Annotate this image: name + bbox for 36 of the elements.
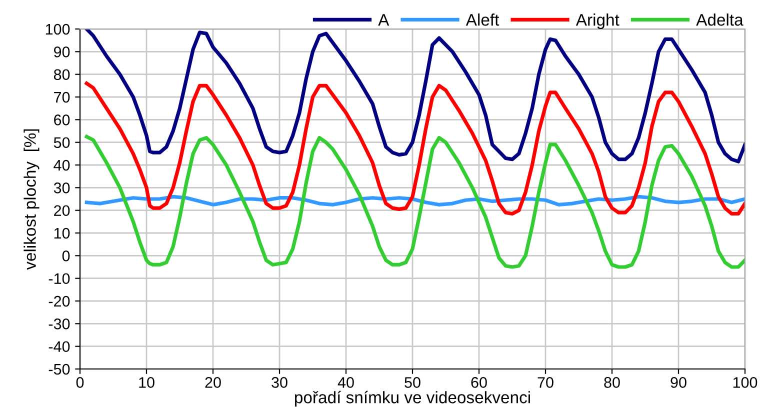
y-tick-label: 50 bbox=[54, 137, 70, 148]
x-tick-label: 100 bbox=[733, 377, 758, 388]
x-tick-label: 90 bbox=[670, 377, 686, 388]
y-tick-label: -40 bbox=[48, 341, 70, 352]
x-tick-label: 40 bbox=[338, 377, 354, 388]
x-axis-title: pořadí snímku ve videosekvenci bbox=[295, 390, 530, 407]
y-tick-label: 40 bbox=[54, 160, 70, 171]
x-tick-label: 60 bbox=[471, 377, 487, 388]
line-series bbox=[84, 29, 745, 164]
y-tick-label: 60 bbox=[54, 114, 70, 126]
y-tick-label: 90 bbox=[54, 46, 70, 58]
y-tick-label: -30 bbox=[48, 318, 70, 330]
x-tick-label: 80 bbox=[604, 377, 620, 388]
x-tick-label: 70 bbox=[538, 377, 554, 388]
y-tick-label: 30 bbox=[54, 182, 70, 194]
legend-label: Aleft bbox=[466, 13, 500, 26]
legend-label: A bbox=[378, 14, 390, 26]
legend-label: Aright bbox=[576, 13, 620, 30]
line-series bbox=[84, 82, 745, 216]
line-series bbox=[84, 134, 745, 269]
y-tick-label: 100 bbox=[46, 24, 70, 35]
y-tick-label: -20 bbox=[48, 296, 70, 307]
x-tick-label: 20 bbox=[205, 377, 221, 388]
x-tick-label: 0 bbox=[76, 377, 84, 388]
y-tick-label: 20 bbox=[54, 205, 70, 216]
y-tick-label: -50 bbox=[48, 364, 70, 375]
x-tick-label: 50 bbox=[404, 377, 420, 388]
y-tick-label: 0 bbox=[62, 250, 70, 262]
y-tick-label: 80 bbox=[54, 69, 70, 80]
y-axis-title: velikost plochy [%] bbox=[24, 129, 40, 270]
y-tick-label: -10 bbox=[48, 273, 70, 284]
y-tick-label: 10 bbox=[54, 228, 70, 239]
legend-label: Adelta bbox=[696, 13, 744, 26]
y-tick-label: 70 bbox=[54, 92, 70, 103]
x-tick-label: 10 bbox=[139, 377, 154, 388]
x-tick-label: 30 bbox=[272, 377, 288, 388]
